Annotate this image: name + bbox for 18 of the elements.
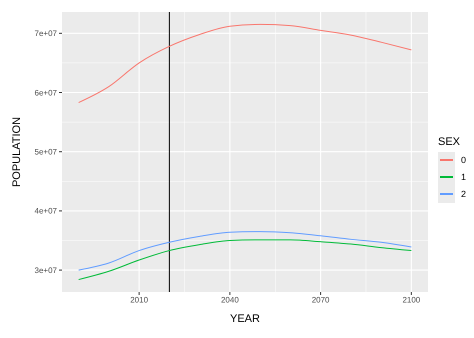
- x-tick-label: 2100: [402, 296, 421, 305]
- y-tick-label: 5e+07: [34, 148, 58, 157]
- x-tick-label: 2040: [220, 296, 240, 305]
- legend-label: 1: [460, 172, 466, 182]
- line-series: [78, 231, 412, 271]
- legend-label: 0: [460, 155, 466, 165]
- y-axis-title: POPULATION: [10, 116, 23, 188]
- x-tick-label: 2010: [130, 296, 149, 305]
- y-tick-label: 7e+07: [34, 29, 58, 38]
- y-tick-label: 4e+07: [34, 206, 58, 216]
- legend-label: 2: [460, 189, 466, 199]
- y-tick-label: 3e+07: [34, 266, 58, 275]
- line-series: [78, 24, 412, 104]
- line-series: [78, 239, 412, 280]
- y-tick-label: 6e+07: [34, 88, 58, 98]
- legend-title: SEX: [438, 136, 461, 148]
- x-tick-label: 2070: [312, 296, 330, 305]
- x-axis-title: YEAR: [230, 313, 260, 325]
